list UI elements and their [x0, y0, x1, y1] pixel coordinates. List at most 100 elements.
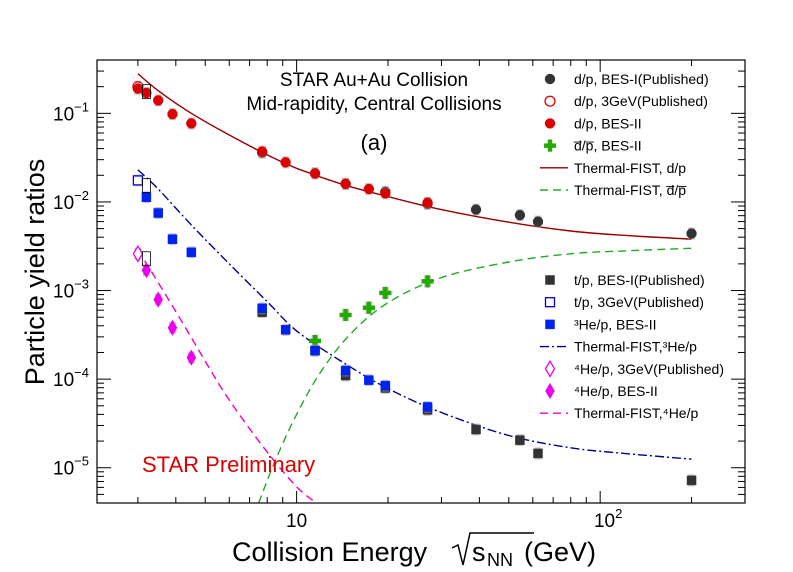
legend-label: Thermal-FIST,⁴He/p	[574, 405, 698, 421]
series-7-point	[132, 244, 144, 263]
y-tick-label: 10−2	[53, 188, 89, 214]
panel-label: (a)	[361, 130, 388, 155]
legend-marker	[545, 382, 555, 400]
legend-entry: t/p, BES-I(Published)	[545, 272, 705, 288]
legend-marker	[545, 319, 555, 330]
series-6-point	[364, 375, 374, 385]
series-3-point	[362, 301, 375, 314]
sys-box	[141, 178, 151, 193]
legend-entry: d/p, BES-II	[544, 115, 642, 131]
series-2-point	[167, 108, 178, 120]
legend-marker	[543, 139, 557, 152]
legend-entry: Thermal-FIST,³He/p	[540, 339, 697, 355]
x-tick-label: 102	[594, 506, 622, 532]
legend-label: Thermal-FIST,³He/p	[574, 339, 697, 355]
legend-marker	[544, 359, 556, 378]
series-0-point	[686, 228, 697, 239]
series-2-point	[132, 83, 144, 94]
legend-label: d/p, BES-II	[574, 115, 642, 131]
legend-entry: ⁴He/p, BES-II	[545, 382, 658, 400]
y-tick-label: 10−3	[53, 277, 89, 303]
series-8-point	[186, 349, 197, 366]
series-8-point	[153, 291, 164, 308]
series-2-point	[380, 188, 391, 199]
legend-label: Thermal-FIST, d̅/p̅	[574, 182, 687, 198]
legend-lower: t/p, BES-I(Published) t/p, 3GeV(Published…	[540, 272, 724, 421]
sys-box	[141, 251, 151, 267]
series-2-point	[280, 157, 291, 168]
plot-frame	[96, 59, 746, 504]
series-3-point	[421, 275, 434, 288]
x-axis-label-text: Collision Energy	[232, 537, 428, 567]
chart-title-line-1: STAR Au+Au Collision	[280, 70, 468, 91]
x-axis-label-sub: NN	[487, 550, 513, 570]
x-axis-label: Collision Energy s NN (GeV)	[232, 532, 596, 570]
legend-marker	[544, 118, 556, 129]
points-layer	[132, 80, 697, 487]
series-4-point	[686, 475, 697, 486]
series-3-point	[339, 308, 352, 322]
series-2-point	[363, 183, 375, 195]
series-2-point	[186, 118, 197, 129]
legend-label: t/p, BES-I(Published)	[574, 272, 705, 288]
x-tick-label: 10	[286, 511, 307, 532]
curve-2	[137, 169, 692, 460]
series-2-point	[141, 87, 152, 99]
series-3-point	[379, 286, 392, 300]
series-2-point	[309, 168, 321, 179]
legend-entry: Thermal-FIST, d/p	[540, 160, 686, 176]
series-6-point	[153, 208, 163, 218]
series-0-point	[514, 209, 526, 221]
legend-label: t/p, 3GeV(Published)	[574, 294, 704, 310]
series-5-point	[132, 175, 144, 186]
series-2-point	[422, 197, 433, 208]
legend-entry: Thermal-FIST, d̅/p̅	[540, 182, 687, 198]
curve-3	[137, 249, 316, 503]
y-tick-label: 10−1	[53, 99, 89, 125]
series-6-point	[186, 247, 197, 258]
y-tick-label: 10−5	[53, 454, 89, 480]
series-6-point	[280, 325, 291, 335]
series-0-point	[532, 216, 544, 227]
legend-marker	[545, 275, 555, 285]
series-6-point	[310, 345, 320, 356]
series-6-point	[257, 303, 267, 314]
legend-upper: d/p, BES-I(Published) d/p, 3GeV(Published…	[540, 71, 709, 198]
series-2-point	[153, 95, 164, 106]
legend-label: ⁴He/p, BES-II	[574, 383, 658, 399]
ticks-layer: 10 102 10−5 10−4 10−3 10−2 10−1	[53, 59, 746, 532]
series-6-point	[141, 192, 152, 202]
sqrt-sign-icon	[451, 532, 534, 566]
chart-title-line-2: Mid-rapidity, Central Collisions	[246, 94, 501, 115]
y-axis-label: Particle yield ratios	[20, 159, 50, 386]
series-2-point	[256, 146, 268, 157]
legend-label: d̅/p̅, BES-II	[573, 138, 642, 154]
legend-entry: Thermal-FIST,⁴He/p	[540, 405, 698, 421]
preliminary-label: STAR Preliminary	[142, 452, 315, 477]
legend-label: Thermal-FIST, d/p	[574, 160, 686, 176]
legend-entry: t/p, 3GeV(Published)	[544, 294, 704, 310]
legend-label: d/p, 3GeV(Published)	[574, 93, 708, 109]
legend-marker	[544, 297, 556, 308]
x-axis-label-sqrt: s	[472, 537, 486, 567]
series-6-point	[422, 402, 433, 412]
series-0-point	[470, 204, 482, 215]
series-8-point	[141, 261, 152, 279]
legend-entry: ⁴He/p, 3GeV(Published)	[544, 359, 724, 378]
legend-entry: d/p, BES-I(Published)	[544, 71, 709, 87]
series-4-point	[471, 424, 481, 435]
legend-marker	[544, 95, 556, 107]
legend-label: d/p, BES-I(Published)	[574, 71, 709, 87]
legend-marker	[544, 73, 556, 85]
series-4-point	[515, 435, 525, 445]
legend-label: ⁴He/p, 3GeV(Published)	[574, 361, 724, 377]
x-axis-label-unit: (GeV)	[524, 537, 596, 567]
curve-1	[258, 247, 692, 503]
series-2-point	[340, 178, 351, 190]
legend-entry: d̅/p̅, BES-II	[543, 138, 642, 154]
y-tick-label: 10−4	[53, 365, 89, 391]
legend-label: ³He/p, BES-II	[574, 316, 656, 332]
series-6-point	[380, 380, 391, 391]
